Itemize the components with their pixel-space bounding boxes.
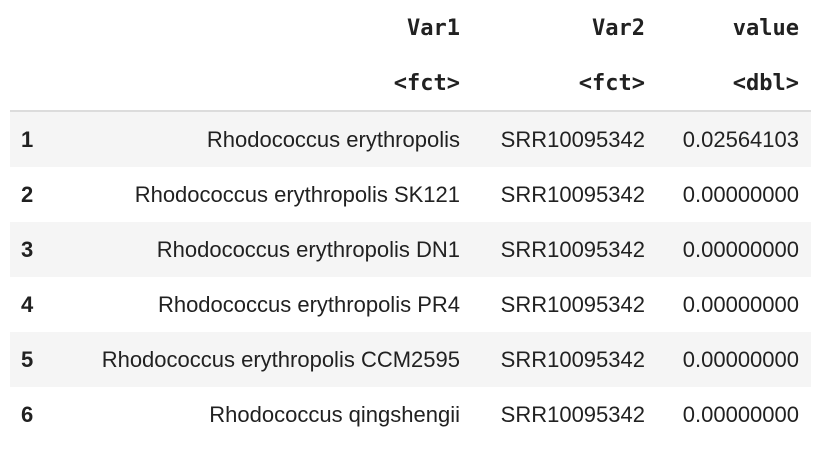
table-row: 5 Rhodococcus erythropolis CCM2595 SRR10… bbox=[10, 332, 811, 387]
row-index: 1 bbox=[21, 126, 34, 152]
column-type-var2: <fct> bbox=[578, 70, 645, 96]
cell-var2: SRR10095342 bbox=[500, 181, 645, 207]
column-header-var2: Var2 bbox=[592, 15, 645, 41]
column-header-var1: Var1 bbox=[407, 15, 460, 41]
cell-value: 0.00000000 bbox=[682, 236, 799, 262]
cell-var1: Rhodococcus erythropolis SK121 bbox=[134, 181, 460, 207]
table-row: 1 Rhodococcus erythropolis SRR10095342 0… bbox=[10, 111, 811, 167]
cell-value: 0.00000000 bbox=[682, 346, 799, 372]
row-index: 4 bbox=[21, 291, 34, 317]
cell-value: 0.00000000 bbox=[682, 401, 799, 427]
cell-var2: SRR10095342 bbox=[500, 346, 645, 372]
column-type-var1: <fct> bbox=[393, 70, 460, 96]
index-header bbox=[10, 0, 48, 56]
column-type-value: <dbl> bbox=[732, 70, 799, 96]
row-index: 2 bbox=[21, 181, 34, 207]
cell-var1: Rhodococcus qingshengii bbox=[209, 401, 460, 427]
data-frame-table-container: Var1 Var2 value <fct> <fct> <dbl> 1 Rhod… bbox=[10, 0, 811, 442]
column-names-row: Var1 Var2 value bbox=[10, 0, 811, 56]
cell-var2: SRR10095342 bbox=[500, 126, 645, 152]
data-frame-table: Var1 Var2 value <fct> <fct> <dbl> 1 Rhod… bbox=[10, 0, 811, 442]
table-row: 3 Rhodococcus erythropolis DN1 SRR100953… bbox=[10, 222, 811, 277]
row-index: 3 bbox=[21, 236, 34, 262]
cell-var2: SRR10095342 bbox=[500, 291, 645, 317]
column-header-value: value bbox=[732, 15, 799, 41]
cell-value: 0.00000000 bbox=[682, 181, 799, 207]
table-body: 1 Rhodococcus erythropolis SRR10095342 0… bbox=[10, 111, 811, 442]
cell-var2: SRR10095342 bbox=[500, 401, 645, 427]
table-row: 2 Rhodococcus erythropolis SK121 SRR1009… bbox=[10, 167, 811, 222]
column-types-row: <fct> <fct> <dbl> bbox=[10, 56, 811, 111]
cell-value: 0.02564103 bbox=[682, 126, 799, 152]
cell-var1: Rhodococcus erythropolis PR4 bbox=[157, 291, 460, 317]
cell-var1: Rhodococcus erythropolis DN1 bbox=[156, 236, 460, 262]
row-index: 6 bbox=[21, 401, 34, 427]
table-row: 6 Rhodococcus qingshengii SRR10095342 0.… bbox=[10, 387, 811, 442]
table-row: 4 Rhodococcus erythropolis PR4 SRR100953… bbox=[10, 277, 811, 332]
cell-var1: Rhodococcus erythropolis bbox=[206, 126, 460, 152]
index-type-header bbox=[10, 56, 48, 111]
cell-var1: Rhodococcus erythropolis CCM2595 bbox=[101, 346, 460, 372]
row-index: 5 bbox=[21, 346, 34, 372]
cell-var2: SRR10095342 bbox=[500, 236, 645, 262]
table-header: Var1 Var2 value <fct> <fct> <dbl> bbox=[10, 0, 811, 111]
cell-value: 0.00000000 bbox=[682, 291, 799, 317]
